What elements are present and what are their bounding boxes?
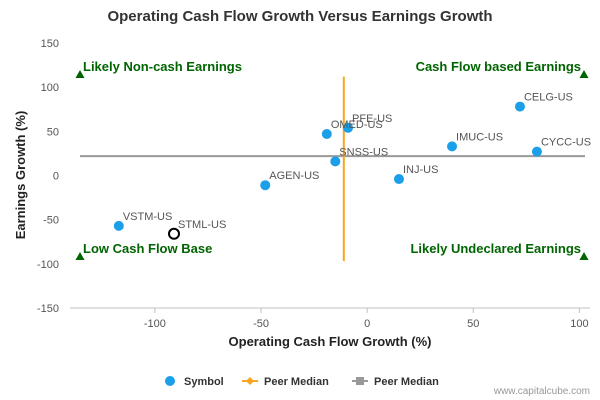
data-point-label: PFE-US (352, 113, 392, 125)
data-point-label: OMED-US (331, 119, 383, 131)
legend-diamond-icon (246, 377, 254, 385)
data-point (113, 220, 124, 231)
legend: Symbol Peer Median Peer Median (165, 376, 439, 388)
y-tick-label: -100 (37, 259, 59, 271)
y-axis-title: Earnings Growth (%) (13, 111, 28, 240)
triangle-marker-icon (75, 252, 85, 260)
data-point-label: CELG-US (524, 92, 573, 104)
data-point (330, 156, 341, 167)
peer-median-lines (80, 76, 585, 262)
quadrant-labels: Likely Non-cash Earnings Cash Flow based … (75, 59, 589, 260)
data-point (531, 146, 542, 157)
data-point (321, 128, 332, 139)
legend-symbol-icon (165, 376, 175, 386)
axes: -100 -50 0 50 100 150 100 50 0 -50 -100 -150 (37, 38, 590, 330)
y-tick-label: 0 (53, 171, 59, 183)
data-point (393, 174, 404, 185)
data-point (447, 141, 458, 152)
quadrant-label-bottom-left: Low Cash Flow Base (83, 241, 212, 256)
data-points: CELG-US CYCC-US IMUC-US INJ-US PFE-USOMED-US… (113, 92, 591, 240)
highlighted-data-point (168, 227, 180, 240)
data-point-label: CYCC-US (541, 137, 591, 149)
highlighted-point-label: STML-US (178, 219, 226, 231)
triangle-marker-icon (579, 70, 589, 78)
data-point-label: IMUC-US (456, 131, 503, 143)
x-tick-label: 0 (364, 318, 370, 330)
legend-label: Peer Median (374, 376, 439, 388)
x-axis-title: Operating Cash Flow Growth (%) (229, 334, 432, 349)
chart-title: Operating Cash Flow Growth Versus Earnin… (107, 8, 492, 25)
data-point-label: SNSS-US (339, 146, 388, 158)
x-tick-label: -100 (144, 318, 166, 330)
triangle-marker-icon (75, 70, 85, 78)
data-point-label: AGEN-US (269, 170, 319, 182)
quadrant-label-top-left: Likely Non-cash Earnings (83, 59, 242, 74)
y-tick-label: 50 (47, 126, 59, 138)
x-tick-label: -50 (253, 318, 269, 330)
data-point (514, 101, 525, 112)
legend-label: Symbol (184, 376, 224, 388)
y-tick-label: -150 (37, 303, 59, 315)
credit-text: www.capitalcube.com (493, 386, 590, 397)
y-tick-label: -50 (43, 215, 59, 227)
x-tick-label: 100 (570, 318, 588, 330)
data-point (343, 122, 354, 133)
legend-square-icon (356, 377, 364, 385)
x-tick-label: 50 (467, 318, 479, 330)
quadrant-label-bottom-right: Likely Undeclared Earnings (410, 241, 581, 256)
data-point-label: VSTM-US (123, 211, 173, 223)
y-tick-label: 150 (41, 38, 59, 50)
quadrant-label-top-right: Cash Flow based Earnings (416, 59, 581, 74)
data-point (260, 180, 271, 191)
y-tick-label: 100 (41, 82, 59, 94)
triangle-marker-icon (579, 252, 589, 260)
legend-label: Peer Median (264, 376, 329, 388)
data-point-label: INJ-US (403, 164, 438, 176)
